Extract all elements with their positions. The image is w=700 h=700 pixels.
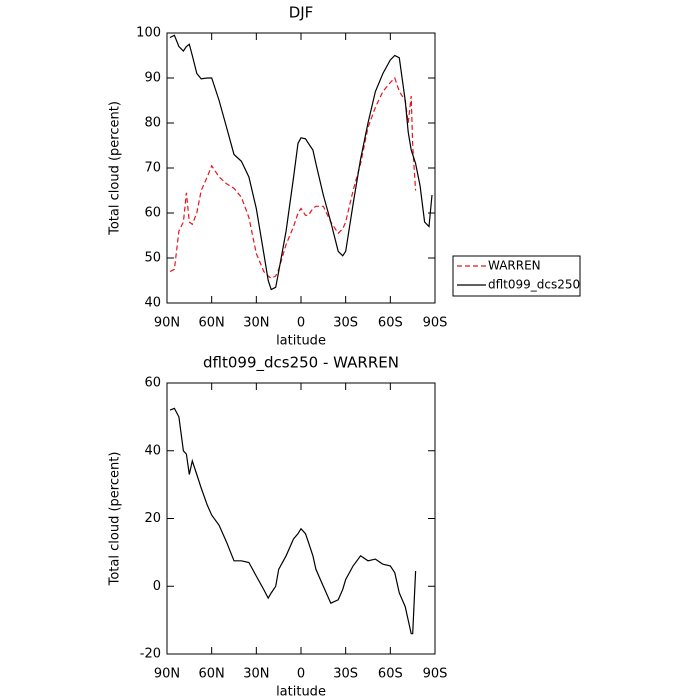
y-tick-label: 60 [144,376,161,391]
x-tick-label: 30S [333,667,358,682]
x-tick-label: 60S [378,667,403,682]
y-tick-label: 50 [144,251,161,266]
y-tick-label: 70 [144,161,161,176]
chart-title: dflt099_dcs250 - WARREN [203,354,399,373]
data-line [169,76,417,280]
x-tick-label: 60S [378,316,403,331]
y-tick-label: 100 [136,26,161,41]
x-tick-label: 30S [333,316,358,331]
y-tick-label: 20 [144,511,161,526]
y-axis-label: Total cloud (percent) [108,101,123,236]
x-tick-label: 60N [199,316,225,331]
x-tick-label: 90N [154,667,180,682]
y-tick-label: 40 [144,443,161,458]
x-tick-label: 60N [199,667,225,682]
x-tick-label: 0 [297,316,305,331]
x-tick-label: 30N [243,316,269,331]
y-axis-label: Total cloud (percent) [108,452,123,587]
x-tick-label: 90S [423,316,448,331]
plot-frame [166,382,436,655]
y-tick-label: 40 [144,296,161,311]
chart-title: DJF [289,4,314,22]
y-tick-label: 80 [144,116,161,131]
y-tick-label: -20 [140,647,161,662]
x-tick-label: 90N [154,316,180,331]
data-line [169,407,417,635]
y-tick-label: 0 [153,579,161,594]
x-axis-label: latitude [276,334,326,349]
plot-frame [166,32,436,304]
x-tick-label: 90S [423,667,448,682]
data-line [169,34,433,291]
x-tick-label: 0 [297,667,305,682]
legend-label: dflt099_dcs250 [488,278,580,292]
legend-label: WARREN [488,259,541,273]
y-tick-label: 90 [144,71,161,86]
y-tick-label: 60 [144,206,161,221]
x-tick-label: 30N [243,667,269,682]
x-axis-label: latitude [276,685,326,700]
legend-box [452,255,581,297]
